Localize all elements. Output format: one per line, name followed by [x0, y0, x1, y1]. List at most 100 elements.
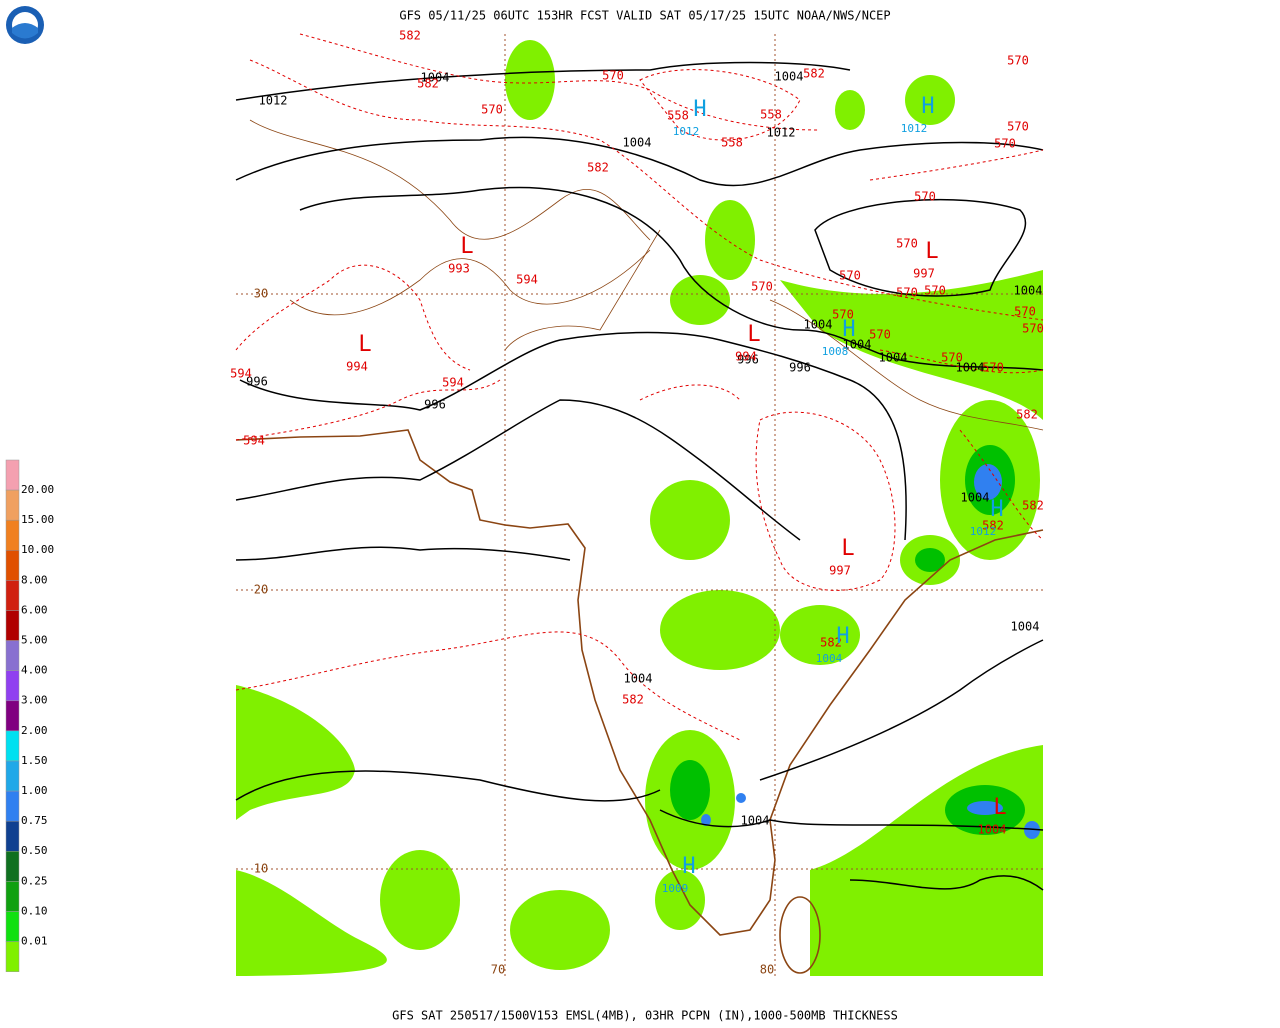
low-symbol: L: [460, 234, 473, 259]
low-symbol: L: [925, 239, 938, 264]
thickness-label: 570: [1022, 322, 1044, 336]
legend-label: 3.00: [21, 694, 48, 707]
legend-swatch: [5, 519, 20, 551]
legend-swatch: [5, 670, 20, 702]
thickness-label: 570: [869, 328, 891, 342]
thickness-label: 594: [442, 376, 464, 390]
isobars: [235, 61, 1044, 891]
thickness-label: 570: [1014, 305, 1036, 319]
high-symbol: H: [682, 854, 695, 879]
isobar-label: 1004: [741, 814, 770, 828]
legend-label: 0.75: [21, 814, 48, 827]
thickness-label: 582: [1016, 408, 1038, 422]
grid-label: 20: [254, 583, 268, 597]
legend-swatch: [5, 489, 20, 521]
thickness-label: 570: [924, 284, 946, 298]
thickness-label: 570: [914, 190, 936, 204]
legend-swatch: [5, 941, 20, 972]
thickness-label: 558: [721, 136, 743, 150]
high-value: 1004: [816, 652, 843, 665]
grid-label: 10: [254, 862, 268, 876]
legend-label: 0.25: [21, 874, 48, 887]
legend-label: 5.00: [21, 634, 48, 647]
thickness-label: 582: [820, 636, 842, 650]
thickness-label: 570: [832, 308, 854, 322]
thickness-label: 594: [516, 273, 538, 287]
isobar-label: 1004: [775, 70, 804, 84]
legend-swatch: [5, 820, 20, 852]
high-symbol: H: [990, 497, 1003, 522]
thickness-label: 558: [760, 108, 782, 122]
isobar-label: 1004: [624, 672, 653, 686]
thickness-label: 558: [667, 109, 689, 123]
legend-label: 0.10: [21, 904, 48, 917]
noaa-logo: [6, 6, 44, 44]
legend-swatch: [5, 760, 20, 792]
legend-swatch: [5, 459, 20, 491]
thickness-label: 570: [751, 280, 773, 294]
borders: [249, 119, 1044, 431]
legend-swatch: [5, 640, 20, 671]
isobar-label: 1004: [879, 351, 908, 365]
isobar-label: 996: [789, 361, 811, 375]
legend-label: 8.00: [21, 573, 48, 586]
isobar-label: 1012: [259, 94, 288, 108]
legend-label: 10.00: [21, 543, 54, 556]
high-value: 1012: [673, 125, 700, 138]
thickness-label: 582: [622, 693, 644, 707]
legend-swatch: [5, 790, 20, 822]
thickness-label: 570: [982, 361, 1004, 375]
thickness-label: 582: [1022, 499, 1044, 513]
isobar-label: 996: [737, 353, 759, 367]
legend-label: 2.00: [21, 724, 48, 737]
isobar-label: 1004: [804, 318, 833, 332]
map-area: [235, 33, 1044, 976]
legend-label: 1.50: [21, 754, 48, 767]
legend-label: 1.00: [21, 784, 48, 797]
thickness-label: 570: [1007, 54, 1029, 68]
legend-swatch: [5, 911, 20, 942]
isobar-label: 1012: [767, 126, 796, 140]
thickness-label: 570: [994, 137, 1016, 151]
thickness-label: 594: [230, 367, 252, 381]
thickness-label: 582: [417, 77, 439, 91]
legend-label: 15.00: [21, 513, 54, 526]
legend-swatch: [5, 580, 20, 611]
isobar-label: 1004: [961, 491, 990, 505]
thickness-label: 570: [602, 69, 624, 83]
thickness-label: 570: [839, 269, 861, 283]
isobar-label: 1004: [956, 361, 985, 375]
low-value: 1004: [978, 823, 1007, 837]
high-value: 1008: [822, 345, 849, 358]
legend-label: 4.00: [21, 664, 48, 677]
high-symbol: H: [921, 94, 934, 119]
low-value: 997: [913, 267, 935, 281]
low-value: 993: [448, 262, 470, 276]
legend-swatch: [5, 881, 20, 912]
thickness-label: 570: [481, 103, 503, 117]
thickness-label: 570: [896, 237, 918, 251]
low-value: 994: [346, 360, 368, 374]
low-value: 994: [735, 350, 757, 364]
isobar-label: 1004: [1014, 284, 1043, 298]
legend-swatch: [5, 550, 20, 581]
precip-legend: 20.00 15.00 10.00 8.00 6.00 5.00 4.00 3.00 2.00 1…: [5, 459, 54, 972]
legend-swatch: [5, 730, 20, 762]
thickness-label: 570: [941, 351, 963, 365]
grid-label: 70: [491, 963, 505, 977]
high-symbol: H: [842, 317, 855, 342]
isobar-label: 1004: [623, 136, 652, 150]
legend-label: 0.01: [21, 935, 48, 948]
isobar-label: 1004: [843, 338, 872, 352]
low-symbol: L: [747, 322, 760, 347]
isobar-label: 1004: [1011, 620, 1040, 634]
legend-label: 0.50: [21, 844, 48, 857]
high-symbol: H: [693, 97, 706, 122]
isobar-label: 996: [246, 375, 268, 389]
legend-label: 20.00: [21, 483, 54, 496]
thickness-label: 582: [982, 519, 1004, 533]
legend-swatch: [5, 700, 20, 732]
low-symbol: L: [993, 795, 1006, 820]
